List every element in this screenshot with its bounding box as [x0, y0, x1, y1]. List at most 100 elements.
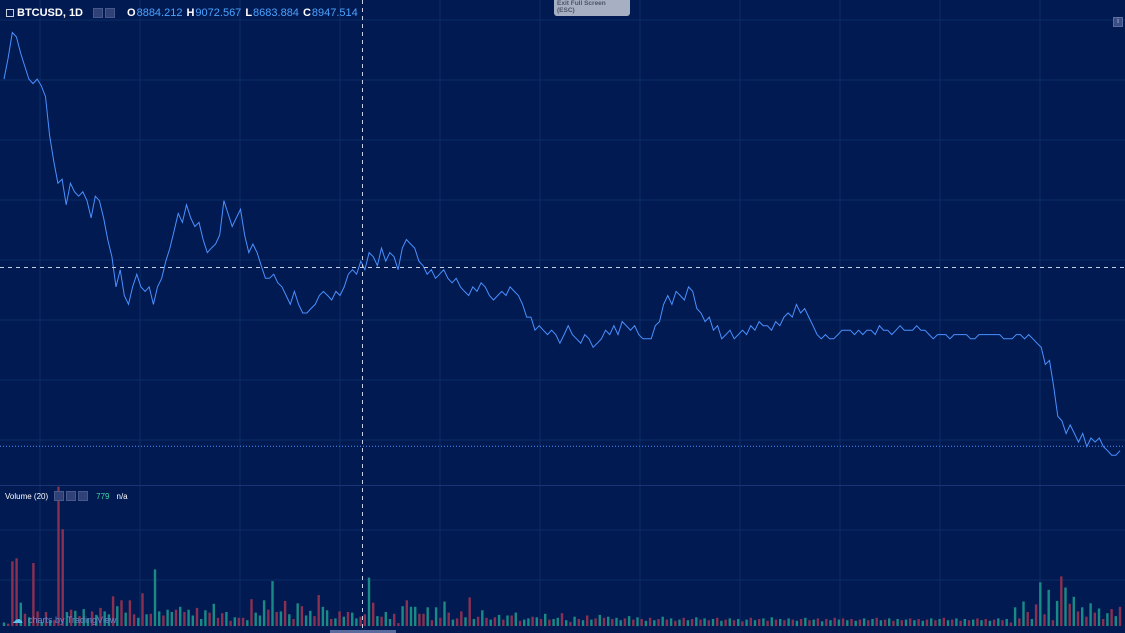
volume-bar: [237, 617, 241, 626]
volume-bar: [493, 617, 497, 627]
volume-bar: [1026, 612, 1029, 626]
volume-bar: [28, 617, 31, 627]
volume-bar: [904, 619, 908, 626]
volume-bar: [330, 619, 333, 626]
volume-bar: [774, 619, 778, 626]
volume-bar: [481, 610, 484, 627]
volume-bar: [808, 620, 811, 626]
volume-bar: [321, 606, 325, 626]
volume-bar: [795, 620, 799, 627]
volume-bar: [124, 612, 127, 626]
volume-bar: [858, 619, 862, 626]
volume-bar: [984, 619, 987, 626]
volume-bar: [1005, 619, 1008, 626]
volume-bar: [644, 620, 648, 627]
volume-bar: [514, 612, 517, 626]
volume-bar: [841, 618, 845, 626]
volume-bar: [1068, 603, 1071, 626]
volume-bar: [15, 558, 18, 626]
symbol-label[interactable]: BTCUSD, 1D: [17, 7, 84, 19]
volume-bar: [678, 619, 681, 626]
volume-value: 779: [96, 491, 110, 501]
volume-bar: [611, 619, 614, 626]
volume-bar: [745, 619, 748, 626]
volume-bar: [850, 619, 853, 626]
volume-bar: [665, 619, 669, 626]
close-icon[interactable]: [78, 491, 89, 501]
volume-bar: [955, 618, 958, 626]
volume-bar: [980, 620, 983, 626]
volume-bar: [544, 613, 547, 627]
volume-bar: [900, 620, 903, 626]
volume-bar: [279, 611, 283, 626]
volume-bar: [204, 610, 207, 627]
exit-fullscreen-button[interactable]: Exit Full Screen (ESC): [554, 0, 630, 16]
volume-bar: [149, 613, 152, 627]
volume-bar: [1064, 587, 1067, 626]
volume-label[interactable]: Volume (20): [5, 491, 49, 501]
volume-bar: [384, 612, 387, 626]
hide-icon[interactable]: [93, 8, 104, 18]
volume-bar: [367, 577, 371, 626]
volume-bar: [36, 611, 39, 626]
volume-bar: [661, 616, 664, 626]
volume-bar: [497, 614, 501, 626]
volume-bar: [833, 617, 836, 626]
volume-bar: [581, 620, 585, 626]
volume-bar: [946, 620, 950, 626]
volume-bar: [812, 619, 815, 626]
volume-bar: [590, 619, 593, 626]
time-scrollbar[interactable]: [330, 630, 396, 633]
volume-bar: [804, 617, 807, 626]
volume-bar: [942, 617, 945, 626]
hide-icon[interactable]: [54, 491, 65, 501]
volume-bar: [300, 606, 304, 626]
volume-bar: [153, 569, 157, 626]
volume-bar: [837, 619, 841, 626]
volume-bar: [972, 619, 975, 626]
volume-bar: [69, 609, 73, 626]
volume-bar: [502, 619, 505, 626]
branding-text: charts by TradingView: [28, 614, 117, 625]
settings-icon[interactable]: [66, 491, 77, 501]
volume-bar: [485, 617, 488, 626]
volume-bar: [434, 607, 438, 626]
tradingview-branding[interactable]: ☁ charts by TradingView: [12, 613, 116, 626]
volume-bar: [271, 581, 274, 626]
volume-bar: [1089, 603, 1092, 627]
volume-bar: [376, 616, 379, 626]
volume-bar: [510, 615, 513, 626]
volume-bar: [963, 619, 966, 626]
volume-bar: [351, 612, 354, 626]
volume-bar: [787, 618, 790, 626]
volume-bar: [267, 609, 270, 626]
volume-bar: [636, 617, 639, 627]
volume-bar: [342, 616, 345, 626]
settings-icon[interactable]: [105, 8, 116, 18]
volume-bar: [468, 597, 471, 626]
volume-bar: [959, 620, 962, 627]
volume-bar: [162, 615, 165, 626]
volume-bar: [137, 617, 140, 626]
volume-bar: [783, 620, 786, 626]
volume-bar: [208, 612, 211, 626]
series-visibility-checkbox[interactable]: [6, 9, 14, 17]
volume-bar: [426, 607, 429, 626]
low-label: L: [245, 7, 253, 19]
volume-bar: [967, 620, 971, 626]
volume-bar: [19, 602, 22, 626]
volume-bar: [695, 617, 698, 627]
info-icon[interactable]: i: [1113, 17, 1123, 27]
volume-bar: [1039, 582, 1042, 627]
volume-bar: [82, 609, 85, 626]
volume-bar: [1081, 607, 1084, 626]
volume-bar: [594, 618, 597, 626]
volume-bar: [791, 619, 794, 626]
volume-bar: [317, 595, 320, 626]
main-legend: BTCUSD, 1D O 8884.212 H 9072.567 L 8683.…: [6, 7, 358, 19]
volume-bar: [997, 618, 1000, 626]
volume-bar: [451, 619, 455, 626]
volume-bar: [346, 612, 350, 626]
